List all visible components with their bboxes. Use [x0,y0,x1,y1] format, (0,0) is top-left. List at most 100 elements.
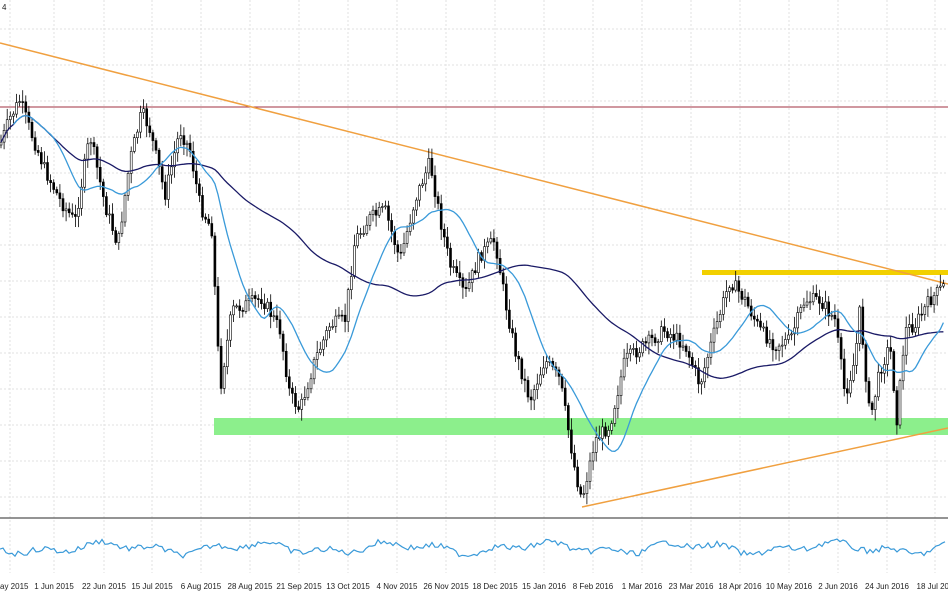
candle-body [901,354,905,382]
candle-body [315,352,319,360]
candle-body [98,167,102,183]
candle-body [635,348,638,358]
candle-body [796,312,800,329]
candle-body [278,319,282,335]
candle-body [390,220,393,232]
candle-body [117,233,121,243]
candle-body [396,244,400,253]
candle-body [111,213,114,231]
fast-moving-average [12,114,944,452]
candle-body [356,233,359,247]
candle-body [687,351,691,358]
candle-body [148,125,152,133]
candle-body [752,315,756,320]
candle-body [442,229,446,238]
candle-body [762,326,765,329]
candle-body [126,173,130,196]
candle-body [873,396,877,410]
candle-body [728,287,731,292]
candle-body [30,122,34,139]
x-tick-label: 22 Jun 2015 [82,582,127,591]
candle-body [46,162,49,181]
candle-body [210,223,214,237]
candle-body [365,224,369,234]
candle-body [368,214,372,226]
candle-body [588,460,592,482]
candle-body [932,295,936,305]
candle-body [204,216,207,220]
candle-body [870,402,874,410]
candle-body [582,493,586,495]
candle-body [458,272,462,279]
candle-body [780,344,784,347]
candle-body [805,301,809,306]
candle-body [0,141,3,146]
candle-body [92,142,96,147]
candle-body [486,241,490,247]
candle-body [334,315,338,327]
candle-body [821,302,824,309]
candle-body [55,189,59,194]
candle-body [942,283,945,287]
candle-body [539,374,542,385]
candle-body [170,166,173,176]
candle-body [405,231,409,244]
candle-body [504,283,508,311]
candle-body [622,357,626,378]
candle-body [309,378,313,390]
x-tick-label: ay 2015 [0,582,29,591]
candle-body [650,334,654,339]
candle-body [632,348,635,350]
candle-body [287,376,291,389]
candle-body [43,162,46,165]
candle-body [709,341,713,358]
candle-body [430,158,434,176]
x-tick-label: 18 Apr 2016 [718,582,762,591]
x-tick-label: 24 Jun 2016 [865,582,910,591]
candle-body [855,343,858,366]
candle-body [213,235,217,287]
candle-body [198,183,201,196]
candle-body [436,196,440,204]
candle-body [399,251,403,254]
candle-body [808,301,812,304]
candle-body [771,339,775,351]
candle-body [914,327,917,333]
candle-body [337,314,341,317]
candle-body [783,339,787,346]
x-tick-label: 23 Mar 2016 [669,582,714,591]
x-tick-label: 8 Feb 2016 [573,582,614,591]
candle-body [272,315,276,318]
candle-body [666,331,669,339]
candle-body [514,332,517,357]
candle-body [300,398,304,410]
candle-body [408,222,412,232]
candle-body [284,350,288,377]
candle-body [253,295,257,299]
x-tick-label: 6 Aug 2015 [181,582,222,591]
candle-body [483,246,486,261]
candle-body [374,209,378,216]
candle-body [852,365,855,381]
candle-body [102,181,105,197]
candle-body [160,166,164,183]
candle-body [58,192,62,199]
candle-body [226,339,229,368]
candle-body [49,180,52,183]
candle-body [219,345,223,389]
candle-body [331,326,335,328]
candle-body [464,286,468,289]
candle-body [697,367,700,385]
candle-body [377,207,381,216]
candle-body [573,452,576,468]
candle-body [415,199,418,211]
candle-body [920,313,924,316]
candle-body [613,408,617,424]
candle-body [371,209,375,215]
x-tick-label: 21 Sep 2015 [276,582,322,591]
candle-body [95,146,99,168]
candle-body [737,280,741,292]
candle-body [926,296,930,308]
candle-body [787,334,790,340]
